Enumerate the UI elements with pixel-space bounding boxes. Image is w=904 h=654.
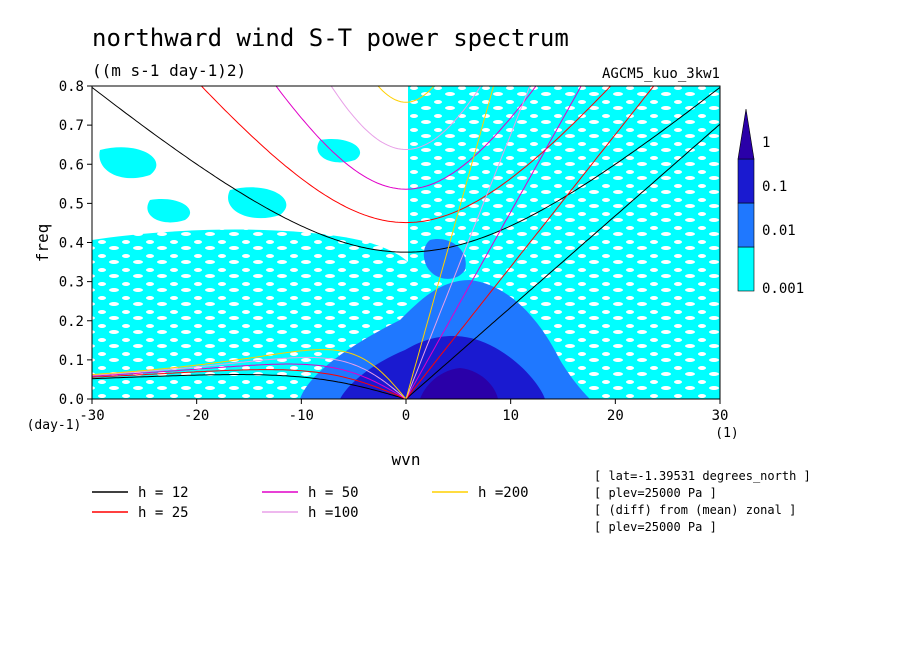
color-level-label: 1 [762,135,770,151]
kelvin-curve [405,86,495,399]
color-legend: 0.001 0.01 0.1 1 [737,108,804,297]
gravity-wave-curve [377,86,435,103]
rossby-curve [92,374,407,399]
annotation-plev-2: [ plev=25000 Pa ] [594,520,717,534]
y-axis-label: freq [33,224,52,263]
kelvin-curve [405,86,531,399]
annotation-diff: [ (diff) from (mean) zonal ] [594,503,797,517]
gravity-wave-curve [92,87,720,253]
x-tick-label: 10 [502,408,519,424]
x-tick-label: -30 [79,408,104,424]
x-tick-label: 20 [607,408,624,424]
color-swatch [737,202,755,248]
dispersion-curves [92,86,720,399]
rossby-curve [92,369,407,399]
chart-title: northward wind S-T power spectrum [92,24,569,52]
chart-units: ((m s-1 day-1)2) [92,61,246,80]
kelvin-curve [405,86,582,399]
plot-area [92,86,720,399]
color-level-label: 0.1 [762,179,787,195]
y-tick-label: 0.0 [59,392,84,408]
y-axis-unit: (day-1) [27,418,82,433]
x-tick-label: -20 [184,408,209,424]
legend-label: h =200 [478,485,529,501]
y-tick-label: 0.3 [59,275,84,291]
axis-ticks: -30 -20 -10 0 10 20 30 0.0 0.1 0.2 0.3 0.4 0.5 0.6 0.7… [59,79,729,424]
y-tick-label: 0.1 [59,353,84,369]
y-tick-label: 0.2 [59,314,84,330]
annotation-lat: [ lat=-1.39531 degrees_north ] [594,469,811,483]
legend-label: h = 50 [308,485,359,501]
y-tick-label: 0.5 [59,196,84,212]
x-tick-label: 0 [402,408,410,424]
experiment-label: AGCM5_kuo_3kw1 [602,66,720,82]
color-swatch [737,158,755,204]
legend-label: h = 25 [138,505,189,521]
shade-peak-level [420,368,498,399]
annotation-plev: [ plev=25000 Pa ] [594,486,717,500]
rossby-curve [92,356,407,399]
y-tick-label: 0.4 [59,236,84,252]
x-axis-unit: (1) [715,426,738,441]
rossby-curve [92,363,407,399]
y-tick-label: 0.7 [59,118,84,134]
shade-low-band [92,229,408,399]
y-tick-label: 0.6 [59,157,84,173]
x-tick-label: 30 [712,408,729,424]
kelvin-curve [405,86,655,399]
color-level-label: 0.001 [762,281,804,297]
y-tick-label: 0.8 [59,79,84,95]
curve-legend: h = 12 h = 25 h = 50 h =100 h =200 [92,485,529,521]
gravity-wave-curve [275,86,537,190]
x-axis-label: wvn [392,450,421,469]
x-tick-label: -10 [289,408,314,424]
legend-label: h = 12 [138,485,189,501]
legend-label: h =100 [308,505,359,521]
gravity-wave-curve [330,86,482,151]
shade-west-patches [99,139,361,223]
gravity-wave-curve [200,86,612,224]
color-swatch [737,246,755,292]
kelvin-curve [405,123,720,399]
color-swatch-top [737,108,755,160]
rossby-curve [92,348,407,399]
color-level-label: 0.01 [762,223,796,239]
